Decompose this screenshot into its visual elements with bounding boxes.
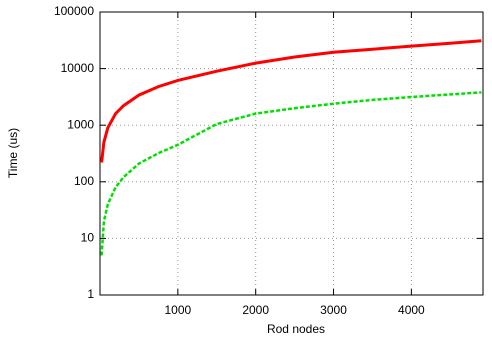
x-tick-label: 3000 bbox=[320, 303, 347, 317]
y-tick-label: 1000 bbox=[67, 117, 94, 131]
x-tick-label: 1000 bbox=[164, 303, 191, 317]
plot-frame bbox=[99, 11, 484, 296]
y-tick-label: 100000 bbox=[54, 4, 94, 18]
y-tick-label: 1 bbox=[87, 287, 94, 301]
x-tick-label: 2000 bbox=[242, 303, 269, 317]
x-axis-label: Rod nodes bbox=[267, 322, 325, 336]
y-tick-label: 10000 bbox=[61, 61, 95, 75]
series-line bbox=[100, 39, 482, 163]
series-line bbox=[100, 91, 482, 256]
y-tick-label: 10 bbox=[81, 231, 95, 245]
x-tick-label: 4000 bbox=[398, 303, 425, 317]
y-axis-label: Time (us) bbox=[6, 128, 20, 178]
y-tick-label: 100 bbox=[74, 174, 94, 188]
